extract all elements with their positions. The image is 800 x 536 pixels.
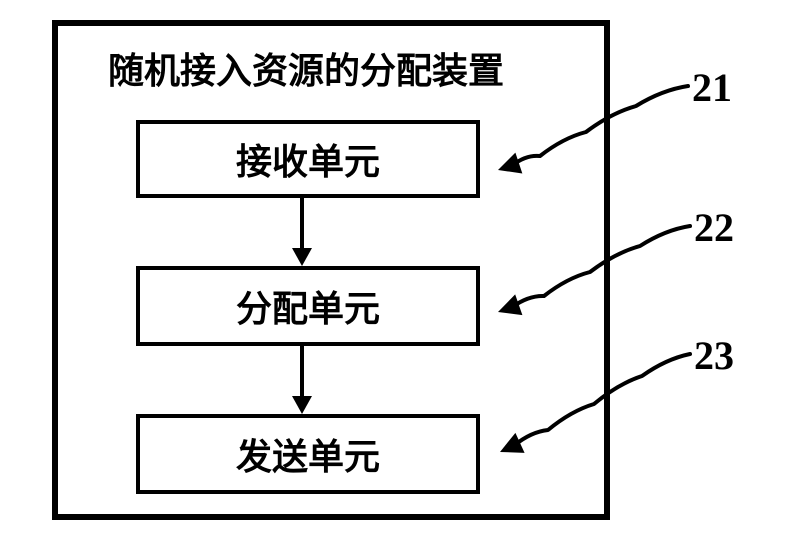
diagram-canvas: 随机接入资源的分配装置接收单元分配单元发送单元212223	[0, 0, 800, 536]
callout-arrow-22	[498, 226, 690, 315]
arrows-layer	[0, 0, 800, 536]
flow-arrow-1	[292, 198, 312, 266]
callout-arrow-21	[498, 86, 688, 173]
flow-arrow-2	[292, 346, 312, 414]
callout-label-22: 22	[694, 204, 734, 251]
callout-label-21: 21	[692, 64, 732, 111]
callout-arrow-23	[500, 354, 690, 453]
callout-label-23: 23	[694, 332, 734, 379]
